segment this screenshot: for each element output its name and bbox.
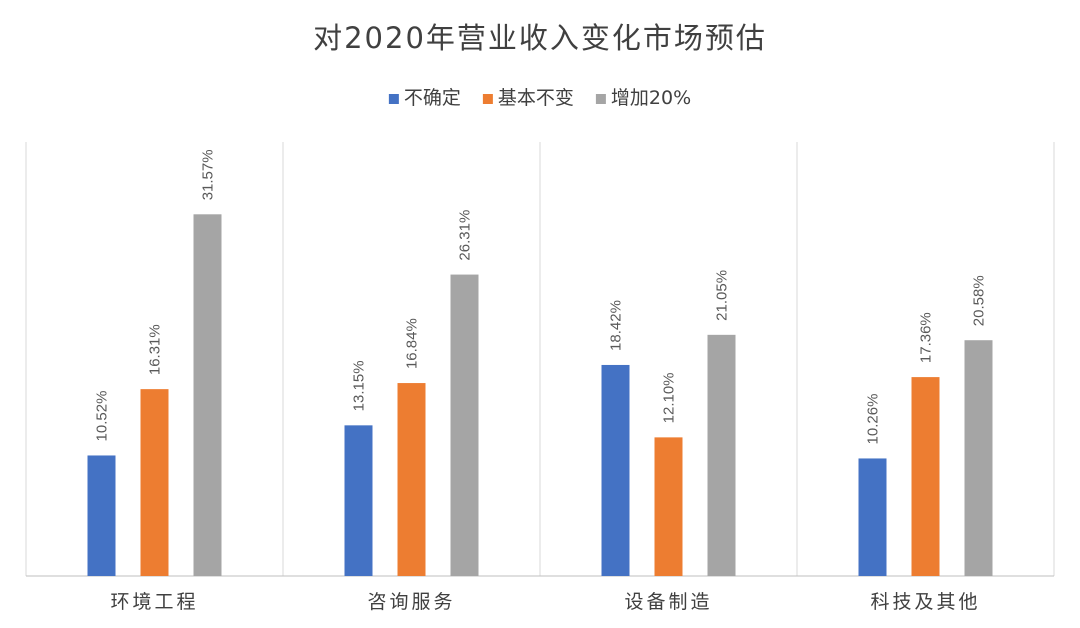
bar (858, 458, 887, 576)
bar (397, 383, 426, 576)
legend-swatch (388, 94, 399, 104)
data-label: 12.10% (661, 372, 678, 423)
data-label: 31.57% (200, 149, 217, 200)
bars (87, 214, 993, 576)
data-labels: 10.52% 16.31% 31.57% 13.15% 16.84% 26.31% 18.4… (94, 149, 988, 444)
bar (601, 364, 630, 576)
data-label: 26.31% (457, 210, 474, 261)
category-label: 咨询服务 (367, 591, 455, 613)
category-label: 科技及其他 (870, 591, 980, 613)
bar (450, 274, 479, 576)
legend-item: 不确定 (388, 87, 461, 109)
legend-swatch (595, 94, 606, 104)
data-label: 21.05% (714, 270, 731, 321)
bar (87, 455, 116, 576)
data-label: 10.26% (865, 394, 882, 445)
category-label: 环境工程 (110, 591, 198, 613)
bar (654, 437, 683, 576)
data-label: 16.31% (147, 324, 164, 375)
category-label: 设备制造 (624, 591, 712, 613)
data-label: 16.84% (404, 318, 421, 369)
data-label: 20.58% (971, 275, 988, 326)
legend-label: 基本不变 (498, 87, 574, 109)
bar (911, 377, 940, 576)
bar (140, 389, 169, 576)
bar (193, 214, 222, 576)
chart-title: 对2020年营业收入变化市场预估 (313, 21, 767, 55)
category-separators (25, 142, 1055, 577)
legend-item: 增加20% (595, 87, 691, 109)
data-label: 17.36% (918, 312, 935, 363)
bar (707, 334, 736, 576)
legend: 不确定 基本不变 增加20% (388, 87, 691, 109)
bar (964, 340, 993, 576)
legend-label: 增加20% (611, 87, 691, 109)
legend-label: 不确定 (404, 87, 461, 109)
data-label: 18.42% (608, 300, 625, 351)
legend-item: 基本不变 (482, 87, 574, 109)
bar (344, 425, 373, 576)
data-label: 10.52% (94, 391, 111, 442)
legend-swatch (482, 94, 493, 104)
category-labels: 环境工程 咨询服务 设备制造 科技及其他 (110, 591, 980, 613)
data-label: 13.15% (351, 360, 368, 411)
